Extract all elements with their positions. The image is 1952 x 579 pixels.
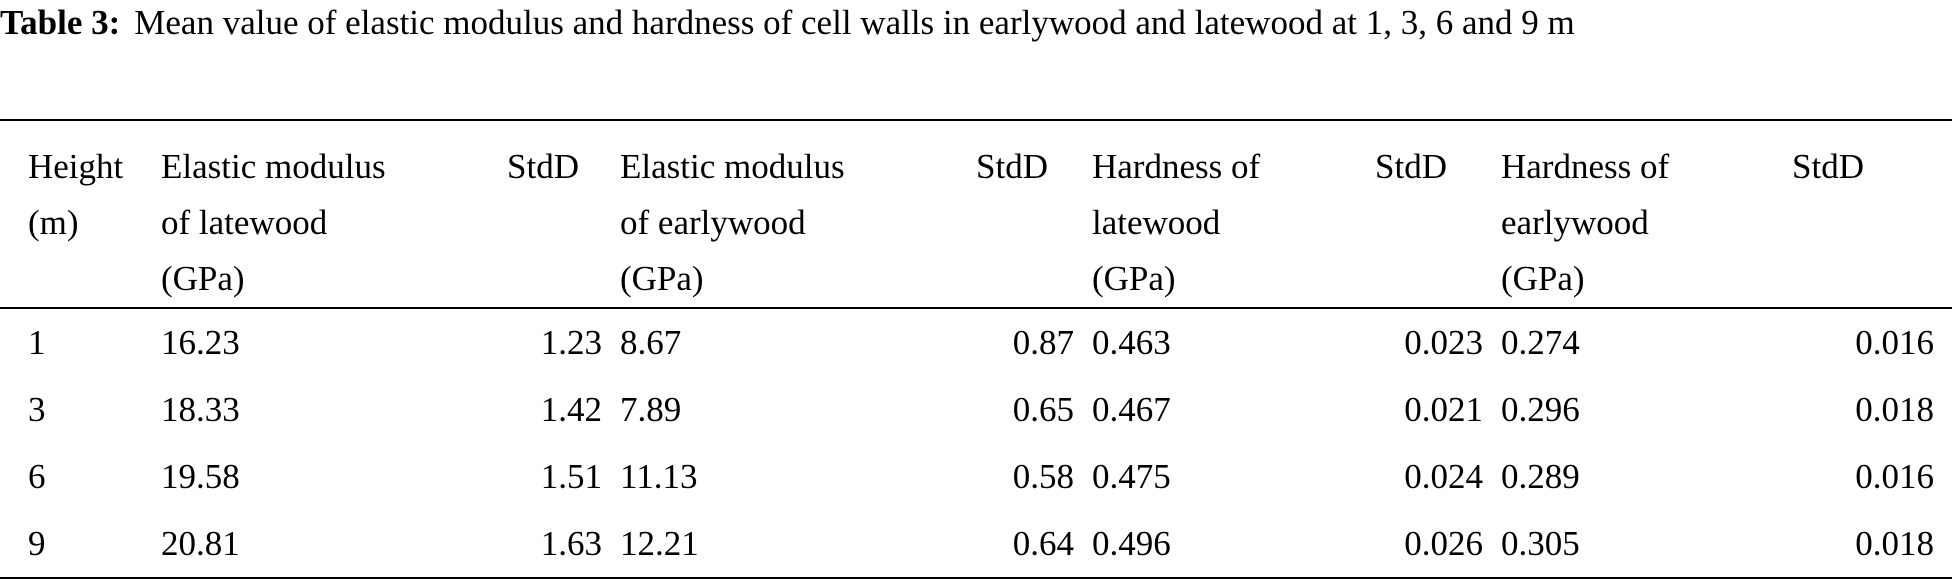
table-caption: Table 3: Mean value of elastic modulus an… — [0, 0, 1952, 45]
header-line: of latewood — [161, 203, 328, 242]
cell-stdd: 1.42 — [540, 390, 602, 429]
cell-hardness-latewood: 0.496 — [1092, 524, 1171, 563]
cell-elastic-modulus-latewood: 19.58 — [161, 457, 240, 496]
header-line: Elastic modulus — [161, 147, 386, 186]
cell-stdd: 0.65 — [1012, 390, 1074, 429]
cell-elastic-modulus-latewood: 16.23 — [161, 323, 240, 362]
header-line: Height — [28, 147, 124, 186]
cell-height: 6 — [28, 457, 46, 496]
header-stdd-2: StdD — [976, 120, 1092, 308]
caption-text: Mean value of elastic modulus and hardne… — [134, 3, 1575, 42]
header-line: (GPa) — [161, 259, 245, 298]
cell-stdd: 0.64 — [1012, 524, 1074, 563]
table-row: 1 16.23 1.23 8.67 0.87 0.463 0.023 0.274… — [0, 308, 1952, 376]
header-line: (GPa) — [1092, 259, 1176, 298]
cell-stdd: 0.87 — [1012, 323, 1074, 362]
cell-stdd: 0.018 — [1855, 524, 1934, 563]
cell-stdd: 0.016 — [1855, 457, 1934, 496]
cell-elastic-modulus-earlywood: 11.13 — [620, 457, 698, 496]
cell-stdd: 0.58 — [1012, 457, 1074, 496]
cell-stdd: 0.021 — [1404, 390, 1483, 429]
cell-hardness-latewood: 0.463 — [1092, 323, 1171, 362]
cell-stdd: 0.023 — [1404, 323, 1483, 362]
header-elastic-modulus-latewood: Elastic modulus of latewood (GPa) — [161, 120, 507, 308]
cell-stdd: 1.63 — [540, 524, 602, 563]
header-line: StdD — [1375, 147, 1447, 186]
header-line: Hardness of — [1501, 147, 1670, 186]
header-row: Height (m) Elastic modulus of latewood (… — [0, 120, 1952, 308]
table-row: 3 18.33 1.42 7.89 0.65 0.467 0.021 0.296… — [0, 376, 1952, 443]
cell-elastic-modulus-earlywood: 7.89 — [620, 390, 682, 429]
header-stdd-1: StdD — [507, 120, 620, 308]
table-row: 6 19.58 1.51 11.13 0.58 0.475 0.024 0.28… — [0, 443, 1952, 510]
table-body: 1 16.23 1.23 8.67 0.87 0.463 0.023 0.274… — [0, 308, 1952, 578]
header-line: latewood — [1092, 203, 1221, 242]
cell-stdd: 1.51 — [540, 457, 602, 496]
cell-height: 3 — [28, 390, 46, 429]
cell-elastic-modulus-earlywood: 12.21 — [620, 524, 699, 563]
cell-hardness-latewood: 0.475 — [1092, 457, 1171, 496]
cell-elastic-modulus-latewood: 20.81 — [161, 524, 240, 563]
cell-hardness-earlywood: 0.289 — [1501, 457, 1580, 496]
cell-hardness-earlywood: 0.296 — [1501, 390, 1580, 429]
header-line: Hardness of — [1092, 147, 1261, 186]
cell-height: 9 — [28, 524, 46, 563]
cell-elastic-modulus-earlywood: 8.67 — [620, 323, 682, 362]
cell-hardness-earlywood: 0.305 — [1501, 524, 1580, 563]
header-line: of earlywood — [620, 203, 806, 242]
data-table: Height (m) Elastic modulus of latewood (… — [0, 119, 1952, 579]
header-line: Elastic modulus — [620, 147, 845, 186]
cell-hardness-earlywood: 0.274 — [1501, 323, 1580, 362]
header-hardness-latewood: Hardness of latewood (GPa) — [1092, 120, 1375, 308]
caption-label: Table 3: — [0, 3, 121, 42]
cell-height: 1 — [28, 323, 46, 362]
header-elastic-modulus-earlywood: Elastic modulus of earlywood (GPa) — [620, 120, 976, 308]
header-line: StdD — [976, 147, 1048, 186]
header-line: (GPa) — [620, 259, 704, 298]
cell-stdd: 0.026 — [1404, 524, 1483, 563]
cell-elastic-modulus-latewood: 18.33 — [161, 390, 240, 429]
header-line: (GPa) — [1501, 259, 1585, 298]
header-stdd-4: StdD — [1792, 120, 1952, 308]
cell-stdd: 0.018 — [1855, 390, 1934, 429]
header-stdd-3: StdD — [1375, 120, 1501, 308]
cell-stdd: 0.016 — [1855, 323, 1934, 362]
header-line: StdD — [1792, 147, 1864, 186]
table-header: Height (m) Elastic modulus of latewood (… — [0, 120, 1952, 308]
table-row: 9 20.81 1.63 12.21 0.64 0.496 0.026 0.30… — [0, 510, 1952, 578]
cell-stdd: 1.23 — [540, 323, 602, 362]
header-hardness-earlywood: Hardness of earlywood (GPa) — [1501, 120, 1792, 308]
header-line: (m) — [28, 203, 79, 242]
cell-stdd: 0.024 — [1404, 457, 1483, 496]
cell-hardness-latewood: 0.467 — [1092, 390, 1171, 429]
header-line: earlywood — [1501, 203, 1649, 242]
header-line: StdD — [507, 147, 579, 186]
header-height: Height (m) — [0, 120, 161, 308]
